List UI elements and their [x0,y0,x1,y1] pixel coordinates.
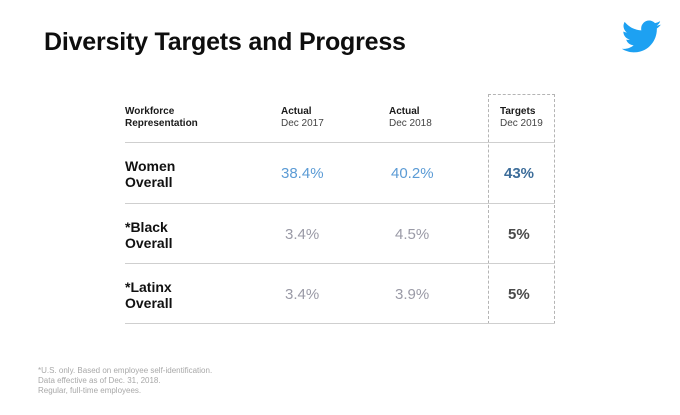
table-divider [125,203,555,204]
header-actual-dec-2018: Actual Dec 2018 [389,106,432,129]
row-label-black: *Black Overall [125,219,173,251]
header-actual-dec-2017: Actual Dec 2017 [281,106,324,129]
value-latinx-2017: 3.4% [285,286,320,303]
footnote: *U.S. only. Based on employee self-ident… [38,366,213,395]
row-label-latinx: *Latinx Overall [125,279,173,311]
value-black-target-2019: 5% [508,226,530,243]
value-women-target-2019: 43% [504,165,535,182]
table-divider [125,263,555,264]
value-women-2018: 40.2% [391,165,434,182]
row-label-women: Women Overall [125,158,176,190]
value-women-2017: 38.4% [281,165,324,182]
value-latinx-target-2019: 5% [508,286,530,303]
value-black-2017: 3.4% [285,226,320,243]
value-black-2018: 4.5% [395,226,430,243]
twitter-bird-icon [622,20,662,53]
header-workforce-representation: Workforce Representation [125,106,198,129]
header-targets-dec-2019: Targets Dec 2019 [500,106,543,129]
table-divider [125,142,555,143]
page-title: Diversity Targets and Progress [44,28,406,56]
value-latinx-2018: 3.9% [395,286,430,303]
table-divider [125,323,555,324]
